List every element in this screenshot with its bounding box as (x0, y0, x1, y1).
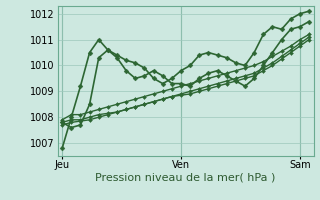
X-axis label: Pression niveau de la mer( hPa ): Pression niveau de la mer( hPa ) (95, 173, 276, 183)
